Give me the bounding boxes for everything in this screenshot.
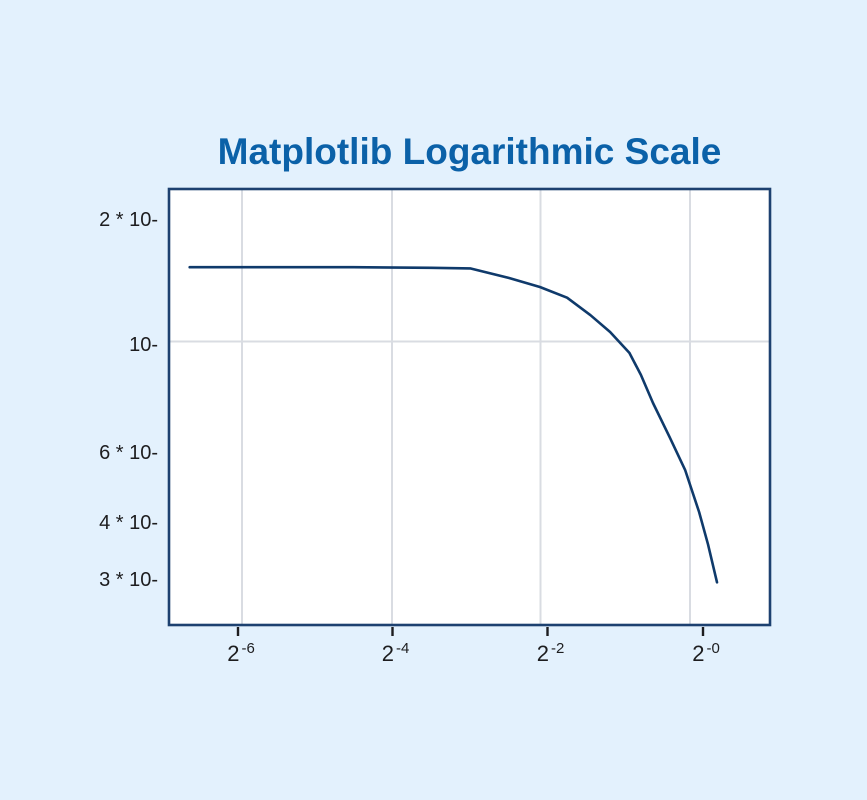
x-tick-exponent: -6	[241, 640, 255, 657]
plot-background	[169, 189, 770, 625]
x-tick-base: 2	[227, 641, 240, 666]
y-tick-label: 4 * 10-	[99, 512, 158, 534]
x-tick-label: 2 -0	[692, 640, 720, 666]
x-tick-base: 2	[692, 641, 705, 666]
y-tick-label: 2 * 10-	[99, 209, 158, 231]
x-tick-exponent: -0	[706, 640, 720, 657]
x-tick-exponent: -2	[550, 640, 565, 657]
x-tick-base: 2	[381, 641, 394, 666]
data-line	[188, 265, 719, 584]
x-tick-label: 2 -6	[227, 640, 255, 666]
x-tick-base: 2	[536, 641, 549, 666]
y-tick-label: 6 * 10-	[99, 442, 158, 464]
x-tick-exponent: -4	[395, 640, 410, 657]
y-tick-label: 3 * 10-	[99, 569, 158, 591]
x-tick-label: 2 -2	[536, 640, 565, 666]
plot-frame	[167, 187, 772, 627]
chart-title: Matplotlib Logarithmic Scale	[217, 131, 722, 172]
y-tick-label: 10-	[129, 334, 158, 356]
x-tick-label: 2 -4	[381, 640, 410, 666]
